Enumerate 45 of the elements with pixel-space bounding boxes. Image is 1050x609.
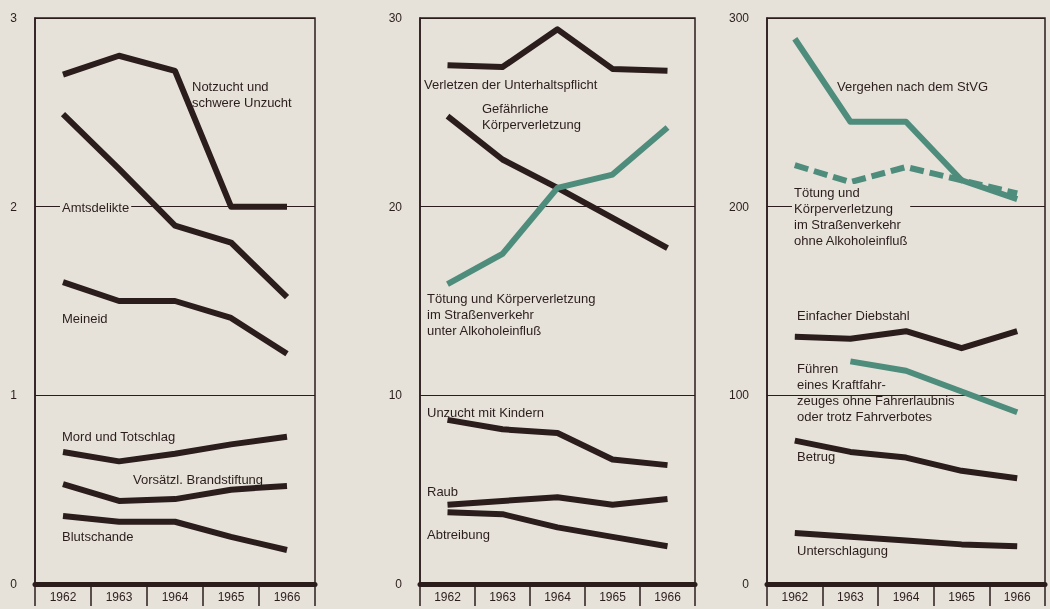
series-label: Unzucht mit Kindern bbox=[427, 404, 545, 420]
series-label: Betrug bbox=[797, 448, 836, 464]
x-tick-label: 1966 bbox=[273, 590, 301, 604]
y-tick-label: 20 bbox=[388, 199, 403, 214]
x-tick-label: 1962 bbox=[434, 590, 462, 604]
y-tick-label: 10 bbox=[388, 388, 403, 403]
x-tick-label: 1963 bbox=[105, 590, 133, 604]
series-label: Einfacher Diebstahl bbox=[797, 307, 910, 323]
y-tick-label: 30 bbox=[388, 11, 403, 25]
series-label: Verletzen der Unterhaltspflicht bbox=[424, 76, 598, 92]
x-tick-label: 1963 bbox=[837, 590, 865, 604]
x-tick-label: 1962 bbox=[781, 590, 809, 604]
y-tick-label: 100 bbox=[728, 388, 750, 403]
series-label: Meineid bbox=[62, 310, 108, 326]
x-tick-label: 1962 bbox=[49, 590, 77, 604]
x-tick-label: 1966 bbox=[1003, 590, 1031, 604]
series-label: Vergehen nach dem StVG bbox=[837, 78, 989, 94]
y-tick-label: 0 bbox=[10, 577, 18, 591]
x-tick-label: 1964 bbox=[544, 590, 572, 604]
x-tick-label: 1965 bbox=[217, 590, 245, 604]
x-tick-label: 1965 bbox=[599, 590, 627, 604]
y-tick-label: 0 bbox=[395, 577, 403, 591]
series-label: Tötung und Körperverletzung im Straßenverkehr unter Alkoholeinfluß bbox=[427, 290, 596, 338]
series-label: Führen eines Kraftfahr- zeuges ohne Fahrerlaubnis oder trotz Fahrverbotes bbox=[797, 360, 956, 424]
x-tick-label: 1966 bbox=[654, 590, 682, 604]
series-label: Mord und Totschlag bbox=[62, 428, 176, 444]
series-label: Blutschande bbox=[62, 528, 134, 544]
y-tick-label: 300 bbox=[728, 11, 750, 25]
x-tick-label: 1964 bbox=[892, 590, 920, 604]
series-label: Raub bbox=[427, 483, 459, 499]
series-label: Notzucht und schwere Unzucht bbox=[192, 78, 293, 110]
x-tick-label: 1964 bbox=[161, 590, 189, 604]
series-label: Vorsätzl. Brandstiftung bbox=[133, 471, 264, 487]
y-tick-label: 0 bbox=[742, 577, 750, 591]
y-tick-label: 200 bbox=[728, 199, 750, 214]
series-label: Gefährliche Körperverletzung bbox=[482, 100, 581, 132]
series-label: Amtsdelikte bbox=[62, 199, 130, 215]
series-label: Unterschlagung bbox=[797, 542, 889, 558]
series-label: Abtreibung bbox=[427, 526, 490, 542]
series-label: Tötung und Körperverletzung im Straßenverkehr ohne Alkoholeinfluß bbox=[794, 184, 908, 248]
y-tick-label: 3 bbox=[10, 11, 18, 25]
x-tick-label: 1965 bbox=[948, 590, 976, 604]
x-tick-label: 1963 bbox=[489, 590, 517, 604]
y-tick-label: 1 bbox=[10, 388, 18, 403]
y-tick-label: 2 bbox=[10, 199, 18, 214]
